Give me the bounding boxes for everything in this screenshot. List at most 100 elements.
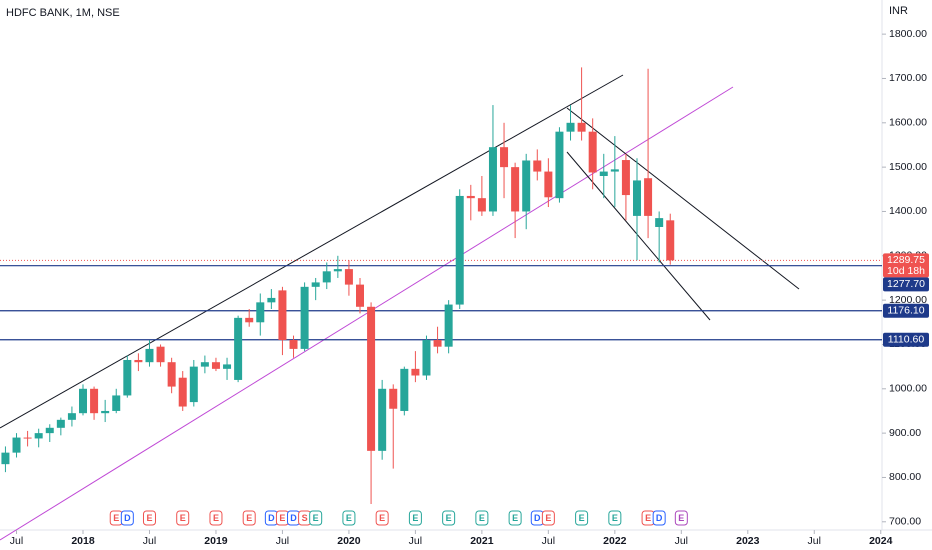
y-tick-label: 1600.00 bbox=[889, 117, 927, 129]
event-marker bbox=[575, 510, 589, 526]
candle-body bbox=[378, 388, 387, 451]
event-label: D bbox=[534, 513, 541, 523]
candle-body bbox=[389, 388, 398, 409]
event-label: E bbox=[579, 513, 585, 523]
event-marker bbox=[674, 510, 688, 526]
event-marker bbox=[508, 510, 522, 526]
event-label: D bbox=[656, 513, 663, 523]
event-marker bbox=[342, 510, 356, 526]
event-marker bbox=[242, 510, 256, 526]
event-marker bbox=[176, 510, 190, 526]
event-label: D bbox=[124, 513, 131, 523]
candle-body bbox=[322, 271, 331, 283]
level-badge-text: 1277.70 bbox=[887, 278, 925, 290]
y-tick-label: 1700.00 bbox=[889, 72, 927, 84]
currency-label: INR bbox=[889, 5, 908, 17]
candle-body bbox=[466, 195, 475, 199]
candle-body bbox=[333, 269, 342, 272]
y-tick-label: 800.00 bbox=[889, 471, 921, 483]
y-tick-label: 1500.00 bbox=[889, 161, 927, 173]
candle-body bbox=[1, 452, 10, 465]
level-badge bbox=[883, 277, 929, 292]
candle-body bbox=[178, 377, 187, 407]
x-tick-label: 2019 bbox=[204, 535, 228, 547]
event-label: E bbox=[313, 513, 319, 523]
y-tick-label: 900.00 bbox=[889, 427, 921, 439]
candle-body bbox=[367, 306, 376, 451]
event-label: E bbox=[213, 513, 219, 523]
event-marker bbox=[652, 510, 666, 526]
candle-body bbox=[599, 171, 608, 176]
candle-body bbox=[588, 131, 597, 173]
candle-body bbox=[256, 302, 265, 323]
event-marker bbox=[375, 510, 389, 526]
candle-body bbox=[156, 346, 165, 363]
candle-body bbox=[223, 364, 232, 369]
candle-body bbox=[444, 304, 453, 347]
candle-body bbox=[211, 362, 220, 369]
candle-body bbox=[200, 362, 209, 367]
event-label: E bbox=[379, 513, 385, 523]
candle-body bbox=[422, 340, 431, 376]
candle-body bbox=[344, 269, 353, 285]
y-tick-label: 1800.00 bbox=[889, 28, 927, 40]
candle-body bbox=[189, 366, 198, 403]
level-badge-text: 1176.10 bbox=[887, 305, 924, 317]
event-label: E bbox=[246, 513, 252, 523]
symbol-title: HDFC BANK, 1M, NSE bbox=[6, 7, 120, 19]
event-marker bbox=[541, 510, 555, 526]
candle-body bbox=[167, 362, 176, 387]
event-label: D bbox=[268, 513, 275, 523]
event-label: S bbox=[302, 513, 308, 523]
event-marker bbox=[475, 510, 489, 526]
event-marker bbox=[209, 510, 223, 526]
x-tick-label: 2023 bbox=[736, 535, 760, 547]
candle-body bbox=[145, 348, 154, 363]
candle-body bbox=[400, 368, 409, 411]
candle-body bbox=[278, 290, 287, 341]
event-label: E bbox=[678, 513, 684, 523]
candle-body bbox=[511, 167, 520, 212]
candle-body bbox=[123, 359, 132, 396]
candle-body bbox=[34, 433, 43, 439]
trend-line bbox=[566, 107, 800, 290]
event-marker bbox=[408, 510, 422, 526]
trend-line bbox=[0, 74, 624, 429]
event-label: E bbox=[479, 513, 485, 523]
y-tick-label: 1000.00 bbox=[889, 383, 927, 395]
event-label: E bbox=[612, 513, 618, 523]
event-marker bbox=[442, 510, 456, 526]
candle-body bbox=[90, 388, 99, 414]
candle-body bbox=[134, 359, 143, 363]
candle-body bbox=[12, 437, 21, 453]
candle-body bbox=[112, 395, 121, 411]
event-label: E bbox=[446, 513, 452, 523]
plot bbox=[0, 67, 882, 505]
y-tick-label: 1200.00 bbox=[889, 294, 927, 306]
event-label: E bbox=[346, 513, 352, 523]
event-label: E bbox=[180, 513, 186, 523]
candle-body bbox=[267, 297, 276, 303]
level-badge bbox=[883, 332, 929, 347]
last-price-text: 1289.75 bbox=[887, 254, 925, 266]
event-label: E bbox=[512, 513, 518, 523]
candle-body bbox=[577, 122, 586, 132]
candle-body bbox=[610, 169, 619, 172]
candle-body bbox=[477, 198, 486, 212]
candle-body bbox=[433, 340, 442, 347]
event-marker bbox=[309, 510, 323, 526]
x-tick-label: 2020 bbox=[337, 535, 361, 547]
event-marker bbox=[608, 510, 622, 526]
candle-body bbox=[101, 410, 110, 414]
event-label: E bbox=[279, 513, 285, 523]
candle-body bbox=[621, 160, 630, 196]
candle-body bbox=[56, 419, 65, 428]
candle-body bbox=[633, 180, 641, 216]
x-tick-label: Jul bbox=[675, 535, 688, 547]
x-tick-label: Jul bbox=[10, 535, 23, 547]
event-label: D bbox=[290, 513, 297, 523]
event-label: E bbox=[412, 513, 418, 523]
candle-body bbox=[411, 368, 420, 376]
